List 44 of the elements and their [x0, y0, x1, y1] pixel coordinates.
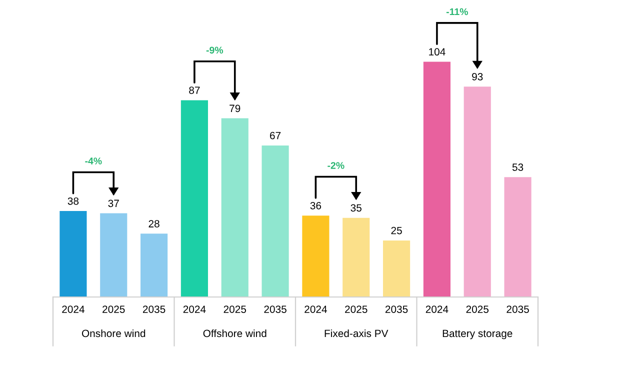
text: -11%: [446, 8, 468, 16]
x-tick-label: 2035: [264, 306, 286, 313]
data-label: 104: [429, 48, 446, 56]
x-tick-label: 2025: [345, 306, 368, 313]
text: Offshore wind: [203, 329, 266, 338]
data-label: 87: [189, 86, 200, 94]
bar: [140, 234, 168, 297]
data-label: 37: [108, 200, 119, 208]
data-label: 28: [148, 220, 160, 228]
x-tick-label: 2024: [426, 306, 448, 313]
bar: [504, 177, 532, 297]
x-tick-label: 2035: [385, 306, 408, 313]
x-tick-label: 2024: [304, 306, 327, 313]
x-tick-label: 2025: [102, 306, 125, 313]
text: Battery storage: [442, 330, 512, 340]
annotation: -2%: [328, 162, 344, 169]
bar: [383, 240, 410, 297]
x-tick-label: 2035: [506, 306, 529, 313]
data-label: 25: [391, 226, 402, 234]
bar: [423, 62, 450, 297]
data-label: 38: [68, 197, 79, 205]
text: Fixed-axis PV: [324, 329, 388, 338]
x-tick-label: 2025: [466, 306, 489, 313]
x-tick-label: 2024: [62, 306, 84, 313]
bar: [464, 86, 491, 297]
data-label: 36: [310, 202, 322, 210]
data-label: 35: [350, 204, 362, 212]
data-label: 67: [270, 132, 281, 140]
annotation: -4%: [85, 158, 102, 164]
text: Onshore wind: [82, 329, 146, 338]
bar: [100, 213, 128, 297]
x-tick-label: 2024: [183, 306, 206, 313]
bar: [342, 218, 370, 297]
bar: [180, 100, 208, 297]
bar: [60, 211, 87, 297]
data-label: 93: [472, 73, 483, 80]
text: -9%: [206, 46, 224, 54]
data-label: 53: [512, 164, 524, 171]
data-label: 79: [230, 104, 240, 112]
bar: [262, 145, 289, 297]
bar: [221, 118, 248, 297]
bar: [302, 216, 330, 297]
x-tick-label: 2025: [224, 306, 246, 313]
x-tick-label: 2035: [142, 306, 166, 313]
